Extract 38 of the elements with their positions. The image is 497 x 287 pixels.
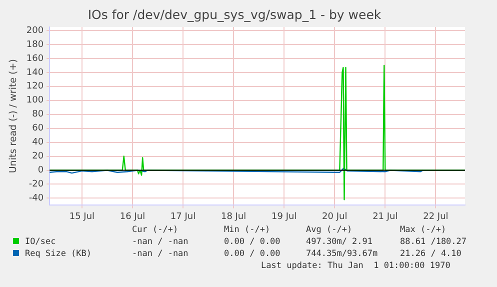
y-tick-label: 20 [32,152,44,162]
y-tick-label: 140 [26,68,44,78]
y-tick-label: 60 [32,124,44,134]
legend-label: Req Size (KB) [24,249,92,259]
text: 0.00 / 0.00 [224,237,280,247]
text: Min (-/+) [224,225,270,235]
legend-label: IO/sec [24,237,56,247]
text: Max (-/+) [400,225,446,235]
x-tick-label: 20 Jul [322,212,348,222]
y-tick-label: -20 [28,180,44,190]
y-tick-label: 160 [26,54,44,64]
x-tick-label: 17 Jul [170,212,196,222]
x-tick-label: 22 Jul [423,212,448,222]
chart-title: IOs for /dev/dev_gpu_sys_vg/swap_1 - by week [88,6,382,22]
text: 21.26 / 4.10 [400,249,462,259]
x-tick-label: 18 Jul [220,212,246,222]
text: -nan / -nan [132,237,188,247]
text: Avg (-/+) [306,225,352,235]
y-tick-label: 0 [38,166,44,176]
text: Cur (-/+) [132,225,178,235]
y-tick-label: 120 [26,82,44,92]
text: 88.61 /180.27 [400,237,467,247]
y-tick-label: 80 [32,110,44,120]
y-tick-label: -40 [28,194,44,204]
x-tick-label: 16 Jul [120,212,146,222]
y-tick-label: 200 [26,26,44,36]
text: Last update: Thu Jan 1 01:00:00 1970 [261,261,450,271]
text: 0.00 / 0.00 [224,249,280,259]
x-tick-label: 15 Jul [69,212,95,222]
text: -nan / -nan [132,249,188,259]
x-tick-label: 21 Jul [372,212,398,222]
y-tick-label: 40 [32,138,44,148]
text: 744.35m/93.67m [306,249,378,259]
y-axis-title: Units read (-) / write (+) [8,59,20,174]
y-tick-label: 100 [26,96,44,106]
text: 497.30m/ 2.91 [306,237,373,247]
x-tick-label: 19 Jul [272,212,297,222]
y-tick-label: 180 [26,40,44,50]
